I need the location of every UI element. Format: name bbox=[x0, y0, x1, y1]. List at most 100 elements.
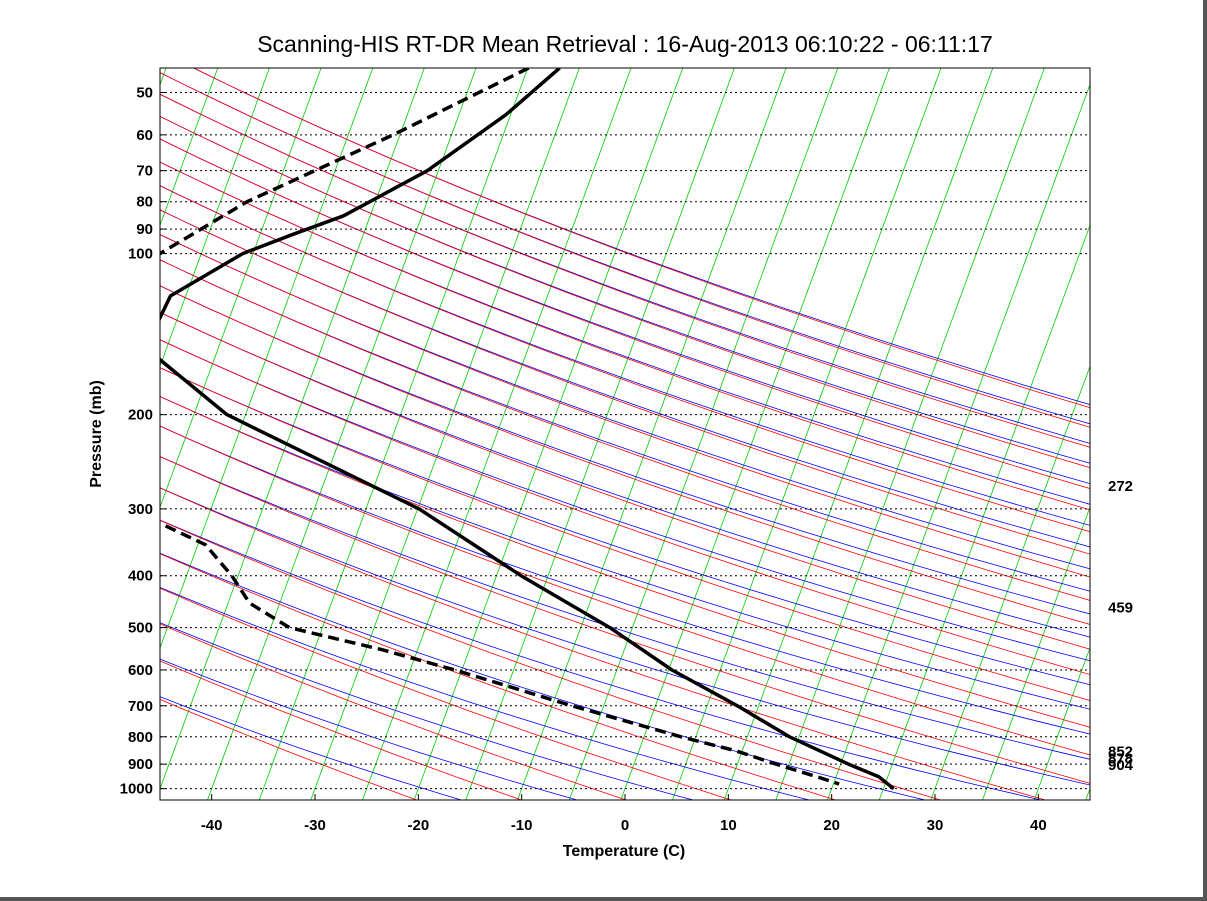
dry-adiabat-line bbox=[160, 259, 1090, 601]
x-tick-label: 30 bbox=[927, 817, 944, 834]
mixing-ratio-line bbox=[930, 365, 1090, 800]
moist-adiabat-line bbox=[160, 311, 1090, 638]
y-tick-label: 100 bbox=[128, 246, 153, 263]
dry-adiabat-line bbox=[160, 553, 838, 800]
dry-adiabat-line bbox=[160, 587, 733, 800]
isobar-gridlines bbox=[160, 91, 1090, 790]
y-tick-label: 700 bbox=[128, 698, 153, 715]
mixing-ratio-line bbox=[413, 68, 684, 800]
dry-adiabat-line bbox=[160, 367, 1090, 701]
dry-adiabat-line bbox=[160, 209, 1090, 555]
y-tick-label: 80 bbox=[136, 194, 153, 211]
y-tick-label: 900 bbox=[128, 756, 153, 773]
moist-adiabat-line bbox=[160, 185, 1090, 526]
y-axis-label: Pressure (mb) bbox=[88, 380, 105, 488]
mixing-ratio-line bbox=[465, 68, 735, 800]
moist-adiabat-line bbox=[160, 339, 1090, 662]
y-tick-label: 200 bbox=[128, 407, 153, 424]
mixing-ratio-line bbox=[827, 83, 1090, 800]
chart-title: Scanning-HIS RT-DR Mean Retrieval : 16-A… bbox=[257, 31, 993, 57]
dry-adiabat-line bbox=[160, 138, 1090, 490]
moist-adiabat-line bbox=[160, 658, 579, 800]
moist-adiabat-line bbox=[160, 138, 1090, 485]
moist-adiabat-line bbox=[160, 396, 1090, 710]
moist-adiabat-line bbox=[160, 519, 1043, 800]
mixing-ratio-line bbox=[1033, 646, 1090, 800]
right-level-label: 852 bbox=[1108, 743, 1133, 760]
y-tick-label: 600 bbox=[128, 662, 153, 679]
y-tick-label: 90 bbox=[136, 221, 153, 238]
temperature-profile-line bbox=[160, 68, 895, 791]
dry-adiabat-line bbox=[160, 339, 1090, 675]
mixing-ratio-line bbox=[878, 224, 1090, 800]
dry-adiabat-line bbox=[160, 487, 1047, 800]
x-tick-label: -10 bbox=[511, 817, 533, 834]
mixing-ratio-line bbox=[0, 45, 20, 802]
moist-adiabat-line bbox=[160, 552, 927, 800]
dry-adiabat-line bbox=[160, 698, 418, 800]
y-tick-label: 500 bbox=[128, 620, 153, 637]
dry-adiabat-line bbox=[160, 396, 1090, 728]
moist-adiabat-line bbox=[160, 285, 1090, 615]
moist-adiabat-line bbox=[160, 209, 1090, 548]
dry-adiabat-line bbox=[160, 72, 1090, 428]
moist-adiabat-line bbox=[160, 487, 1090, 786]
y-tick-label: 60 bbox=[136, 127, 153, 144]
y-tick-label: 1000 bbox=[120, 781, 153, 798]
dry-adiabat-lines bbox=[160, 68, 1090, 800]
x-tick-label: -30 bbox=[304, 817, 326, 834]
x-axis-label: Temperature (C) bbox=[563, 843, 685, 860]
moist-adiabat-line bbox=[160, 72, 1090, 425]
y-tick-label: 400 bbox=[128, 568, 153, 585]
x-tick-label: 20 bbox=[823, 817, 840, 834]
x-tick-label: 0 bbox=[621, 817, 629, 834]
moist-adiabat-line bbox=[160, 367, 1090, 686]
dry-adiabat-line bbox=[160, 519, 942, 800]
mixing-ratio-line bbox=[568, 68, 839, 800]
mixing-ratio-lines bbox=[0, 45, 1207, 802]
dry-adiabat-line bbox=[160, 234, 1090, 578]
x-tick-label: -40 bbox=[201, 817, 223, 834]
moist-adiabat-line bbox=[160, 587, 811, 800]
moist-adiabat-line bbox=[160, 425, 1090, 735]
moist-adiabat-line bbox=[160, 161, 1090, 505]
right-level-label: 272 bbox=[1108, 478, 1133, 495]
right-level-label: 904 bbox=[1108, 757, 1134, 774]
dry-adiabat-line bbox=[160, 456, 1090, 784]
dry-adiabat-line bbox=[160, 623, 628, 800]
mixing-ratio-line bbox=[160, 68, 219, 227]
moist-adiabat-line bbox=[160, 259, 1090, 592]
dry-adiabat-line bbox=[160, 93, 1090, 448]
moist-adiabat-line bbox=[160, 234, 1090, 570]
mixing-ratio-line bbox=[0, 45, 71, 802]
mixing-ratio-line bbox=[160, 68, 322, 509]
dry-adiabat-line bbox=[160, 161, 1090, 511]
mixing-ratio-line bbox=[1085, 787, 1090, 800]
mixing-ratio-line bbox=[982, 505, 1090, 800]
dry-adiabat-line bbox=[160, 660, 523, 800]
y-tick-label: 70 bbox=[136, 163, 153, 180]
dry-adiabat-line bbox=[160, 285, 1090, 625]
mixing-ratio-line bbox=[1137, 45, 1207, 802]
y-tick-label: 800 bbox=[128, 729, 153, 746]
mixing-ratio-line bbox=[672, 68, 942, 800]
dry-adiabat-line bbox=[160, 425, 1090, 756]
dry-adiabat-line bbox=[160, 185, 1090, 533]
right-level-label: 459 bbox=[1108, 600, 1133, 617]
x-tick-label: 10 bbox=[720, 817, 737, 834]
sounding-profiles bbox=[160, 68, 895, 791]
dry-adiabat-line bbox=[160, 311, 1090, 650]
mixing-ratio-line bbox=[517, 68, 787, 800]
mixing-ratio-line bbox=[1188, 45, 1207, 802]
moist-adiabat-lines bbox=[160, 68, 1090, 800]
y-tick-label: 50 bbox=[136, 84, 153, 101]
x-tick-labels: -40 -30 -20 -10 0 10 20 30 40 bbox=[201, 794, 1047, 834]
moist-adiabat-line bbox=[160, 696, 463, 800]
right-level-label: 878 bbox=[1108, 750, 1133, 767]
mixing-ratio-line bbox=[723, 68, 994, 800]
mixing-ratio-line bbox=[620, 68, 890, 800]
mixing-ratio-line bbox=[362, 68, 632, 800]
